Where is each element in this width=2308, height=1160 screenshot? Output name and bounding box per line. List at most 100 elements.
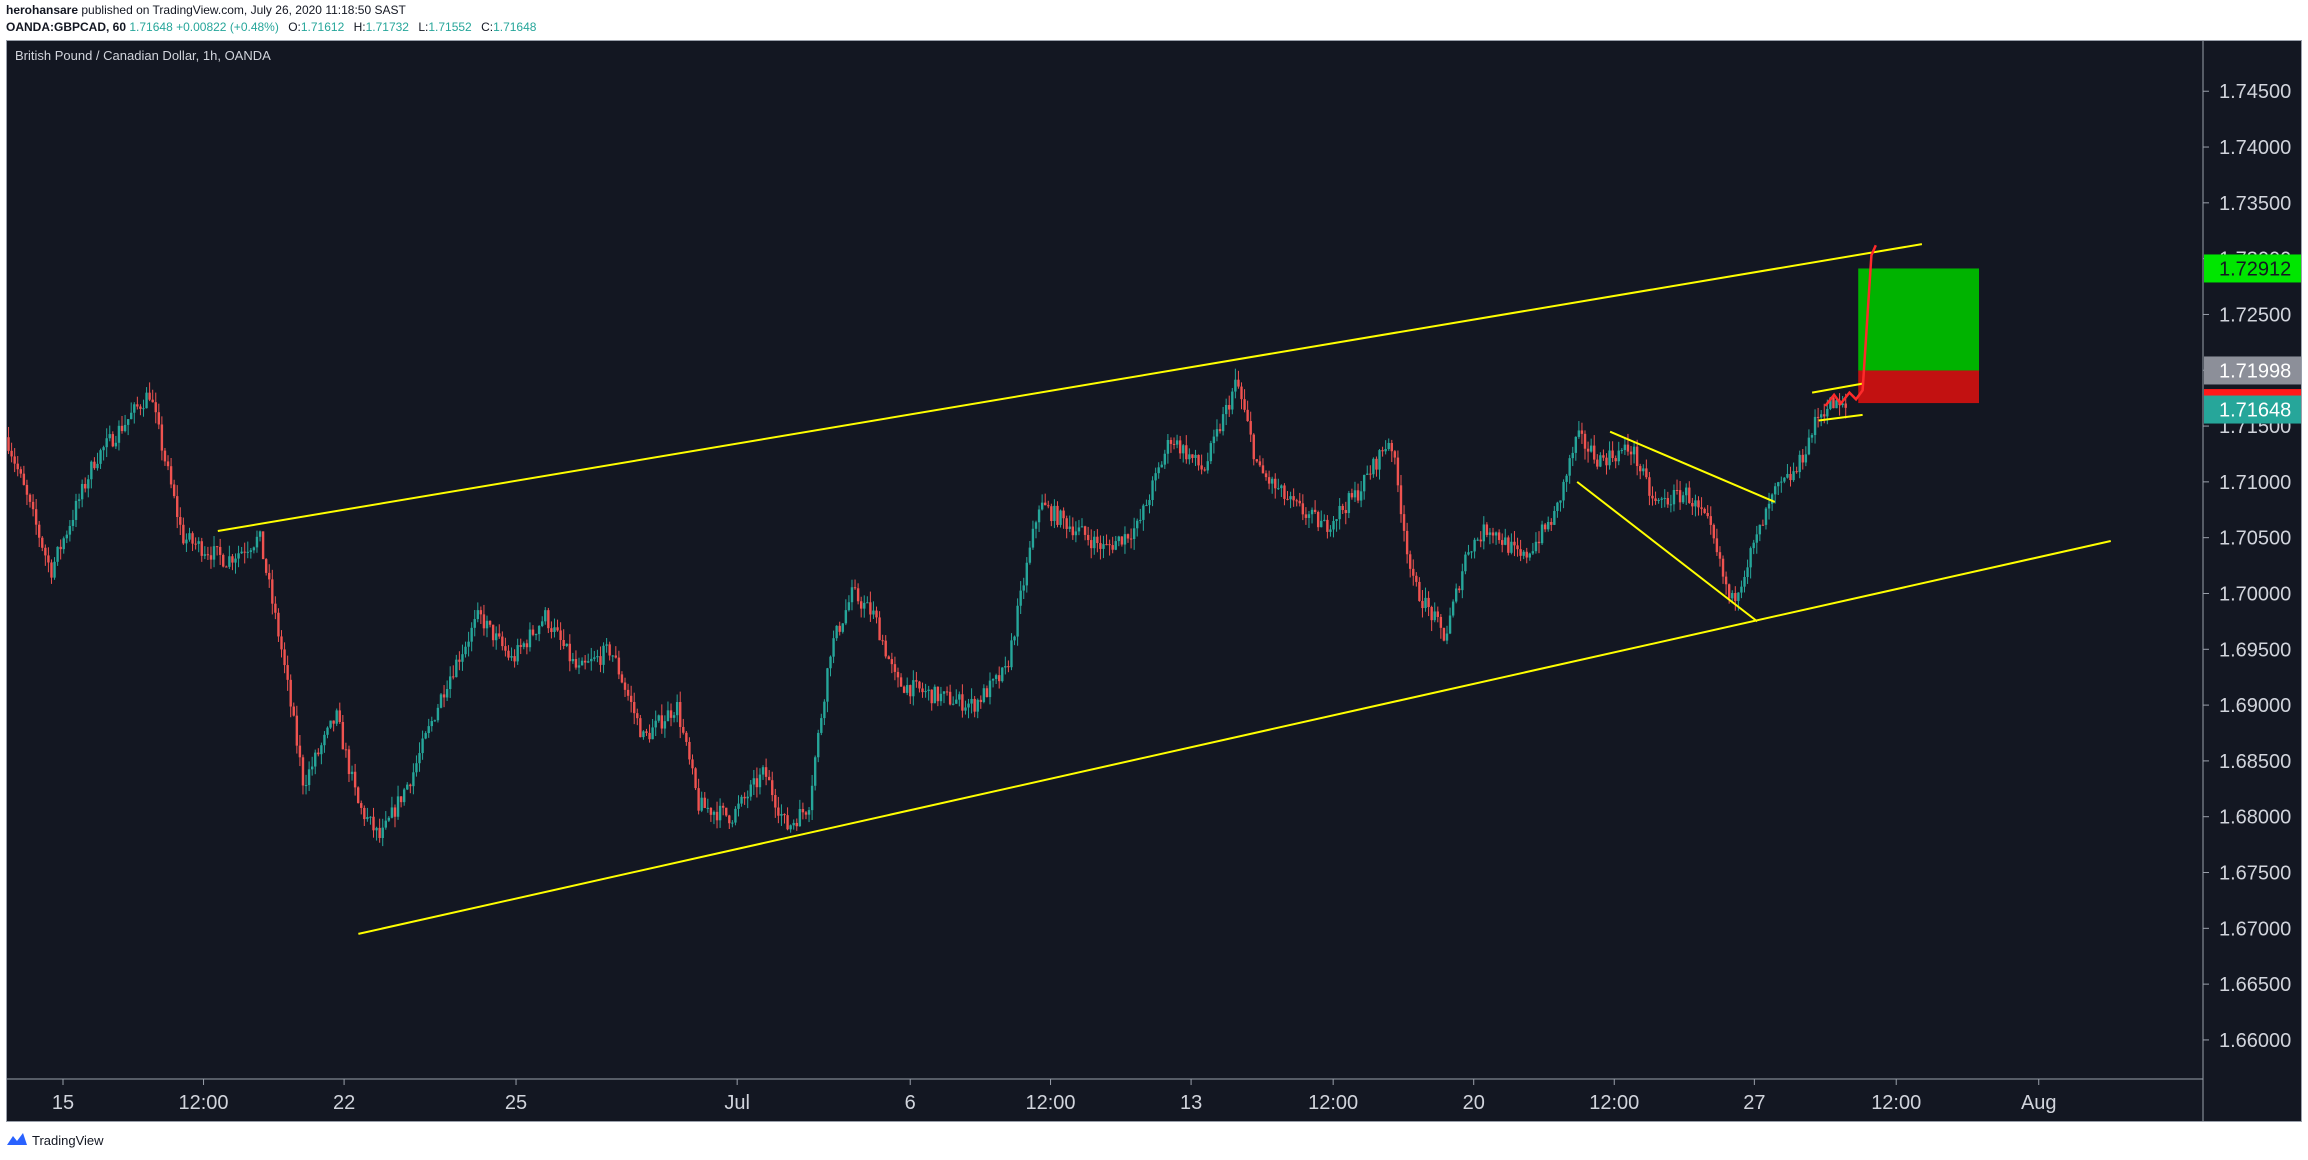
candle-body	[1007, 666, 1010, 668]
wedge-lower-line[interactable]	[1576, 481, 1758, 623]
flag-upper-line[interactable]	[1811, 382, 1863, 394]
candle-body	[179, 517, 182, 525]
candle-body	[746, 796, 749, 799]
chart-title: British Pound / Canadian Dollar, 1h, OAN…	[15, 48, 271, 63]
candle-body	[1086, 534, 1090, 541]
open-label: O:	[288, 20, 301, 34]
candle-body	[1283, 485, 1286, 499]
candle-body	[1277, 488, 1280, 490]
candle-body	[455, 659, 458, 678]
x-tick-label: 12:00	[1589, 1092, 1639, 1114]
candle-body	[387, 817, 391, 821]
candle-body	[25, 484, 29, 495]
candle-body	[964, 707, 967, 711]
stop-zone[interactable]	[1858, 370, 1980, 404]
candle-body	[642, 731, 645, 738]
candle-body	[271, 579, 274, 604]
candle-body	[258, 531, 262, 537]
projection-path[interactable]	[1824, 244, 1877, 407]
candle-body	[1543, 524, 1547, 530]
candle-body	[1126, 534, 1130, 539]
high-value: 1.71732	[365, 20, 409, 34]
candle-body	[148, 392, 151, 400]
candle-body	[764, 767, 768, 777]
candle-body	[209, 555, 213, 560]
candle-body	[442, 694, 446, 698]
candle-body	[1559, 500, 1562, 503]
candle-body	[1439, 616, 1443, 628]
candle-body	[1632, 446, 1636, 455]
candle-body	[1200, 465, 1203, 470]
candle-body	[488, 620, 492, 625]
wedge-upper-line[interactable]	[1609, 430, 1776, 503]
candle-body	[1418, 581, 1421, 601]
candle-body	[452, 676, 455, 678]
candle-body	[234, 558, 237, 563]
candle-body	[1614, 458, 1617, 462]
y-tick-label: 1.66000	[2219, 1030, 2291, 1052]
candle-body	[1611, 450, 1614, 459]
publisher-name[interactable]: herohansare	[6, 3, 79, 17]
candle-body	[1743, 576, 1746, 587]
candle-body	[930, 689, 933, 704]
candle-body	[1206, 461, 1209, 471]
candle-body	[1353, 490, 1357, 498]
chart-pane[interactable]: 1.745001.740001.735001.730001.725001.720…	[6, 40, 2302, 1122]
candle-body	[467, 641, 470, 647]
target-zone[interactable]	[1858, 268, 1980, 371]
candle-body	[994, 675, 998, 679]
candle-body	[807, 810, 811, 815]
candle-body	[820, 718, 823, 733]
candle-body	[1142, 505, 1145, 520]
y-tick-label: 1.68000	[2219, 807, 2291, 829]
candle-body	[890, 659, 894, 665]
candle-body	[669, 710, 673, 718]
candle-body	[1519, 549, 1522, 556]
candle-body	[323, 734, 326, 746]
y-tick-label: 1.70500	[2219, 528, 2291, 550]
y-tick-label: 1.69500	[2219, 639, 2291, 661]
candle-body	[1341, 505, 1344, 511]
candle-body	[470, 627, 473, 642]
candle-body	[1237, 379, 1240, 387]
candle-body	[1773, 486, 1777, 495]
channel-upper-line[interactable]	[217, 243, 1923, 532]
x-tick-label: 12:00	[1871, 1092, 1921, 1114]
candle-body	[1602, 455, 1605, 458]
candle-body	[1255, 459, 1259, 462]
chart-header: herohansare published on TradingView.com…	[0, 0, 2308, 40]
position-tool[interactable]	[1858, 268, 1980, 404]
tradingview-logo-icon[interactable]	[6, 1132, 28, 1146]
candle-body	[1393, 451, 1397, 458]
candle-body	[335, 710, 338, 724]
candle-body	[565, 643, 568, 646]
drawings-layer[interactable]	[217, 243, 2111, 935]
candle-body	[709, 807, 713, 815]
time-axis[interactable]: 15 12:00 22 25 Jul 6 12:00 13 12:00 20 12:00 27 12:0…	[52, 1079, 2057, 1114]
candle-body	[1362, 474, 1366, 492]
flag-lower-line[interactable]	[1818, 413, 1863, 422]
candle-body	[611, 655, 614, 657]
candle-body	[464, 646, 467, 655]
candle-body	[1789, 473, 1792, 481]
candle-body	[804, 812, 808, 815]
candle-body	[34, 509, 38, 525]
candle-body	[1065, 518, 1068, 529]
candle-body	[1034, 522, 1038, 529]
tradingview-brand[interactable]: TradingView	[32, 1133, 104, 1148]
candle-body	[439, 694, 443, 708]
candle-body	[1117, 536, 1121, 542]
candle-body	[1408, 554, 1412, 569]
price-chart[interactable]: 1.745001.740001.735001.730001.725001.720…	[7, 41, 2301, 1121]
channel-lower-line[interactable]	[358, 540, 2111, 935]
candle-body	[1666, 498, 1670, 505]
candle-body	[1504, 537, 1507, 545]
candle-body	[1826, 408, 1829, 417]
candle-body	[982, 688, 986, 703]
candle-body	[157, 412, 161, 425]
close-value: 1.71648	[493, 20, 537, 34]
candle-body	[1332, 520, 1335, 530]
candle-body	[1691, 502, 1694, 507]
candle-body	[286, 665, 289, 680]
candle-body	[513, 656, 516, 662]
